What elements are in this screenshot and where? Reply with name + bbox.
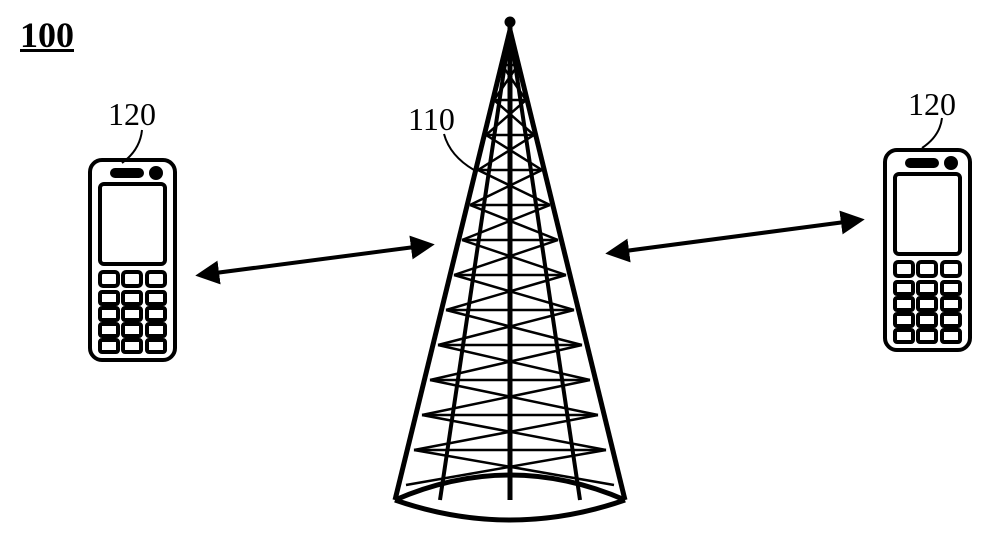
phone-left-icon bbox=[90, 160, 175, 360]
phone-right-icon bbox=[885, 150, 970, 350]
figure-canvas: 100 120 110 120 bbox=[0, 0, 1000, 538]
tower-icon bbox=[395, 17, 625, 520]
diagram-svg bbox=[0, 0, 1000, 538]
arrow-right bbox=[610, 220, 860, 253]
arrow-left bbox=[200, 245, 430, 275]
